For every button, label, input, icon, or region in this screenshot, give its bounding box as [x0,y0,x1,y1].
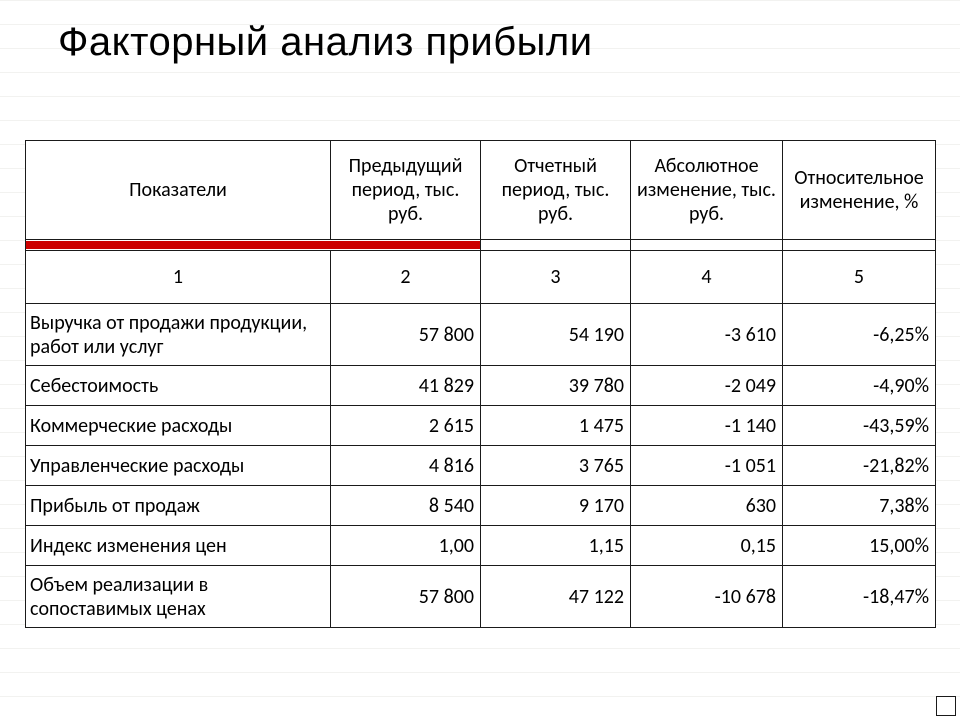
cell-value: 57 800 [331,304,481,366]
cell-value: 47 122 [481,566,631,628]
cell-value: -1 051 [631,446,783,486]
row-label: Управленческие расходы [26,446,331,486]
cell-value: 630 [631,486,783,526]
col-header-report-period: Отчетный период, тыс. руб. [481,141,631,240]
table-row: Прибыль от продаж8 5409 1706307,38% [26,486,936,526]
cell-value: -10 678 [631,566,783,628]
cell-value: -2 049 [631,366,783,406]
cell-value: 3 765 [481,446,631,486]
header-row: Показатели Предыдущий период, тыс. руб. … [26,141,936,240]
cell-value: -43,59% [783,406,936,446]
cell-value: 1,15 [481,526,631,566]
col-header-abs-change: Абсолютное изменение, тыс. руб. [631,141,783,240]
col-number: 4 [631,251,783,304]
cell-value: 9 170 [481,486,631,526]
table-row: Выручка от продажи продукции, работ или … [26,304,936,366]
col-number: 5 [783,251,936,304]
table-body: 1 2 3 4 5 Выручка от продажи продукции, … [26,240,936,628]
cell-value: 1 475 [481,406,631,446]
cell-value: -6,25% [783,304,936,366]
cell-value: -21,82% [783,446,936,486]
cell-value: 39 780 [481,366,631,406]
cell-value: 4 816 [331,446,481,486]
col-header-rel-change: Относительное изменение, % [783,141,936,240]
row-label: Себестоимость [26,366,331,406]
row-label: Коммерческие расходы [26,406,331,446]
table-row: Коммерческие расходы2 6151 475-1 140-43,… [26,406,936,446]
row-label: Индекс изменения цен [26,526,331,566]
corner-marker-icon [936,696,956,716]
col-number: 2 [331,251,481,304]
accent-bar-row [26,240,936,251]
cell-value: 0,15 [631,526,783,566]
cell-value: 7,38% [783,486,936,526]
row-label: Объем реализации в сопоставимых ценах [26,566,331,628]
col-number: 3 [481,251,631,304]
cell-value: 15,00% [783,526,936,566]
row-label: Прибыль от продаж [26,486,331,526]
cell-value: -1 140 [631,406,783,446]
cell-value: -4,90% [783,366,936,406]
cell-value: -18,47% [783,566,936,628]
cell-value: -3 610 [631,304,783,366]
slide-content: Факторный анализ прибыли Показатели Пред… [0,0,960,720]
row-label: Выручка от продажи продукции, работ или … [26,304,331,366]
cell-value: 1,00 [331,526,481,566]
column-number-row: 1 2 3 4 5 [26,251,936,304]
cell-value: 2 615 [331,406,481,446]
table: Показатели Предыдущий период, тыс. руб. … [25,140,936,628]
table-row: Себестоимость41 82939 780-2 049-4,90% [26,366,936,406]
cell-value: 57 800 [331,566,481,628]
cell-value: 8 540 [331,486,481,526]
cell-value: 54 190 [481,304,631,366]
col-header-indicator: Показатели [26,141,331,240]
col-number: 1 [26,251,331,304]
table-row: Объем реализации в сопоставимых ценах57 … [26,566,936,628]
profit-analysis-table: Показатели Предыдущий период, тыс. руб. … [25,140,935,628]
table-row: Управленческие расходы4 8163 765-1 051-2… [26,446,936,486]
table-row: Индекс изменения цен1,001,150,1515,00% [26,526,936,566]
col-header-prev-period: Предыдущий период, тыс. руб. [331,141,481,240]
page-title: Факторный анализ прибыли [58,20,593,65]
cell-value: 41 829 [331,366,481,406]
red-accent-bar [26,241,480,249]
